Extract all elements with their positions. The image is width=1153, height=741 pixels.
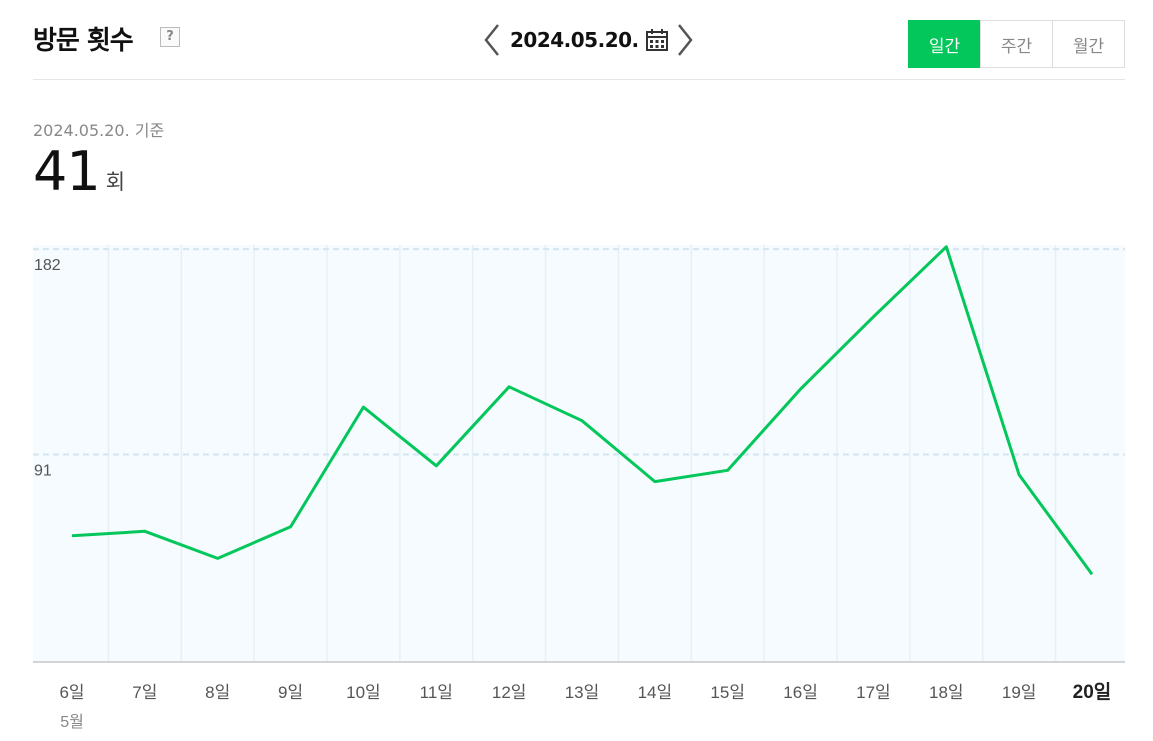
data-point[interactable] xyxy=(357,401,369,413)
x-tick-label: 19일 xyxy=(1002,683,1037,702)
visit-count: 41 회 xyxy=(33,140,125,204)
data-point[interactable] xyxy=(503,381,515,393)
help-icon[interactable]: ? xyxy=(160,27,180,47)
page-title: 방문 횟수 xyxy=(33,26,134,56)
data-point[interactable] xyxy=(940,241,952,253)
data-point[interactable] xyxy=(285,521,297,533)
x-tick-label: 7일 xyxy=(132,683,157,702)
x-tick-label: 14일 xyxy=(638,683,673,702)
basis-date: 2024.05.20. 기준 xyxy=(33,121,165,140)
data-point[interactable] xyxy=(212,552,224,564)
x-tick-label: 15일 xyxy=(710,683,745,702)
plot-background xyxy=(33,245,1125,662)
tab-weekly[interactable]: 주간 xyxy=(980,20,1053,68)
x-tick-label: 6일 xyxy=(59,683,84,702)
data-point[interactable] xyxy=(139,525,151,537)
tab-daily[interactable]: 일간 xyxy=(908,20,981,68)
calendar-icon[interactable] xyxy=(645,28,669,52)
tab-monthly[interactable]: 월간 xyxy=(1052,20,1125,68)
x-tick-label: 9일 xyxy=(278,683,303,702)
x-tick-label: 13일 xyxy=(565,683,600,702)
visit-count-value: 41 xyxy=(33,140,101,203)
data-point[interactable] xyxy=(576,415,588,427)
x-tick-label: 16일 xyxy=(783,683,818,702)
x-tick-label: 20일 xyxy=(1073,681,1112,703)
data-point[interactable] xyxy=(722,464,734,476)
x-tick-label: 8일 xyxy=(205,683,230,702)
page-header: 방문 횟수 ? 2024.05.20. 일간 주간 월간 xyxy=(33,0,1125,80)
data-point[interactable] xyxy=(1013,469,1025,481)
x-tick-label: 10일 xyxy=(346,683,381,702)
series-line xyxy=(71,245,1094,576)
chevron-right-icon xyxy=(677,24,693,56)
visit-count-unit: 회 xyxy=(105,170,126,194)
current-date: 2024.05.20. xyxy=(510,28,639,52)
date-navigator: 2024.05.20. xyxy=(480,20,697,60)
y-tick-label: 91 xyxy=(34,463,52,480)
x-tick-label: 11일 xyxy=(420,683,453,702)
data-point[interactable] xyxy=(66,530,78,542)
data-point[interactable] xyxy=(430,460,442,472)
month-label: 5월 xyxy=(60,713,84,731)
x-tick-label: 12일 xyxy=(492,683,527,702)
visits-line-chart: 91 182 6일 7일 8일 9일 10일 11일 12일 13일 14일 15일 16일 17일 18… xyxy=(33,241,1125,731)
x-tick-label: 18일 xyxy=(929,683,964,702)
data-point[interactable] xyxy=(1086,568,1098,580)
data-point[interactable] xyxy=(795,383,807,395)
x-tick-label: 17일 xyxy=(856,683,891,702)
chevron-left-icon xyxy=(484,24,499,56)
data-point[interactable] xyxy=(649,476,661,488)
next-date-button[interactable] xyxy=(673,22,697,58)
prev-date-button[interactable] xyxy=(480,22,504,58)
data-point[interactable] xyxy=(867,311,879,323)
period-tabs: 일간 주간 월간 xyxy=(908,20,1125,68)
y-tick-label: 182 xyxy=(34,257,61,274)
